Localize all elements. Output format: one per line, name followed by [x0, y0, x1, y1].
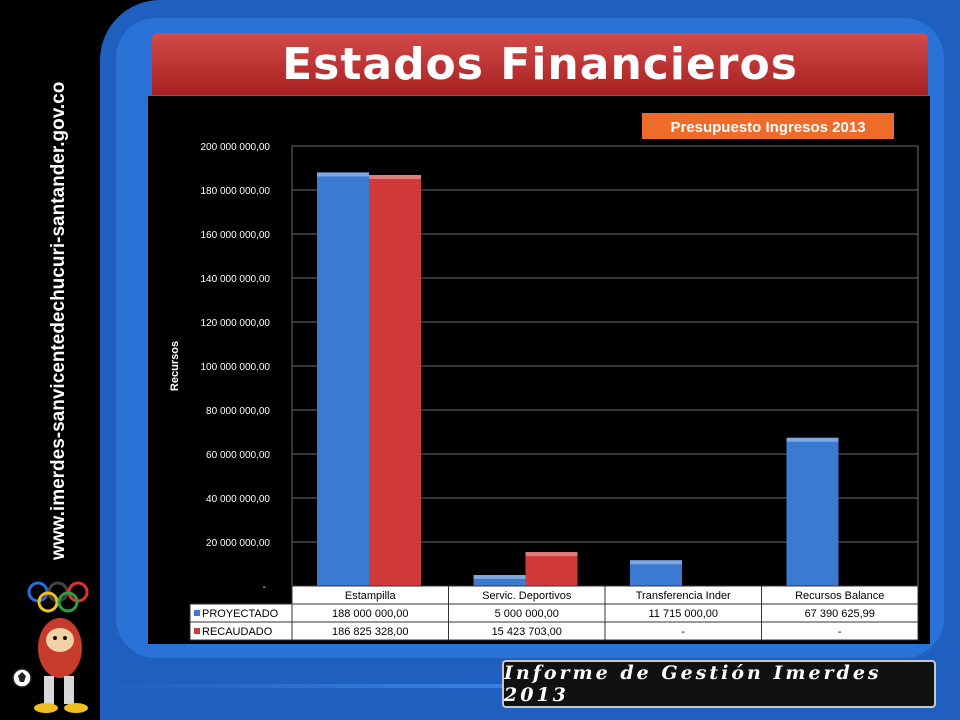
- x-tick-label: Estampilla: [345, 590, 397, 602]
- chart-panel: - 20 000 000,00 40 000 000,00 60 000 000,00…: [148, 96, 930, 644]
- y-axis-label: Recursos: [169, 341, 181, 391]
- data-label: 15 423 703,00: [492, 626, 562, 638]
- y-tick-label: 180 000 000,00: [200, 186, 270, 197]
- axis-layer: - 20 000 000,00 40 000 000,00 60 000 000,00…: [200, 142, 270, 593]
- bar-top-highlight: [369, 174, 421, 179]
- chart-title: Presupuesto Ingresos 2013: [670, 119, 865, 136]
- y-tick-label: 120 000 000,00: [200, 318, 270, 329]
- data-label: 67 390 625,99: [805, 608, 875, 620]
- bar-chart: - 20 000 000,00 40 000 000,00 60 000 000,00…: [169, 113, 919, 641]
- x-tick-label: Recursos Balance: [795, 590, 884, 602]
- legend-label: PROYECTADO: [202, 608, 279, 620]
- title-bar: Estados Financieros: [152, 33, 928, 95]
- data-label: 5 000 000,00: [495, 608, 559, 620]
- data-label: 186 825 328,00: [332, 626, 408, 638]
- bar-proyectado-3: [630, 560, 682, 586]
- footer-banner: Informe de Gestión Imerdes 2013: [502, 660, 936, 708]
- bar-proyectado-1: [317, 172, 369, 586]
- data-label: -: [838, 626, 842, 638]
- data-label: 11 715 000,00: [648, 608, 718, 620]
- bar-layer: [317, 172, 839, 586]
- bar-top-highlight: [630, 560, 682, 565]
- y-tick-label: 140 000 000,00: [200, 274, 270, 285]
- y-tick-label: 40 000 000,00: [206, 494, 270, 505]
- footer-text: Informe de Gestión Imerdes 2013: [504, 662, 882, 706]
- y-tick-label: 20 000 000,00: [206, 538, 270, 549]
- legend-label: RECAUDADO: [202, 626, 273, 638]
- bar-top-highlight: [473, 575, 526, 579]
- x-tick-label: Transferencia Inder: [636, 590, 731, 602]
- mascot-logo: [12, 581, 89, 713]
- y-tick-label: 160 000 000,00: [200, 230, 270, 241]
- legend-swatch-proyectado: [194, 610, 200, 616]
- bar-proyectado-4: [786, 437, 839, 586]
- data-label: -: [681, 626, 685, 638]
- bar-top-highlight: [786, 437, 839, 442]
- legend-swatch-recaudado: [194, 628, 200, 634]
- page-title: Estados Financieros: [282, 38, 798, 90]
- olympic-rings-icon: [27, 581, 89, 613]
- side-url: www.imerdes-sanvicentedechucuri-santande…: [48, 81, 69, 560]
- y-tick-label: -: [263, 582, 266, 593]
- footer-line: [100, 684, 520, 688]
- y-tick-label: 100 000 000,00: [200, 362, 270, 373]
- data-label: 188 000 000,00: [332, 608, 408, 620]
- bar-recaudado-1: [369, 174, 421, 586]
- bar-top-highlight: [525, 552, 578, 557]
- bar-recaudado-2: [525, 552, 578, 586]
- chart-title-badge: [642, 113, 894, 139]
- x-tick-label: Servic. Deportivos: [482, 590, 572, 602]
- y-tick-label: 200 000 000,00: [200, 142, 270, 153]
- y-tick-label: 60 000 000,00: [206, 450, 270, 461]
- y-tick-label: 80 000 000,00: [206, 406, 270, 417]
- bar-proyectado-2: [473, 575, 526, 586]
- data-table: Estampilla Servic. Deportivos Transferenci…: [189, 585, 919, 641]
- bar-top-highlight: [317, 172, 369, 177]
